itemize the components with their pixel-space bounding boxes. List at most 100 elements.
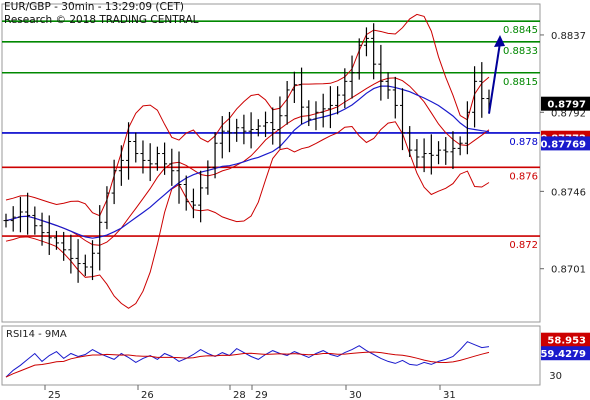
rsi-ma-tag-text: 58.953 xyxy=(547,336,586,347)
price-bar xyxy=(10,206,16,232)
rsi-value-tag-box xyxy=(541,346,590,361)
price-bar xyxy=(277,96,283,149)
x-tick-label: 31 xyxy=(443,390,456,400)
price-bar xyxy=(291,71,297,104)
price-bar xyxy=(154,146,160,171)
x-tick-label: 30 xyxy=(349,390,362,400)
level-label-resistance-0: 0.8845 xyxy=(503,25,538,36)
price-bar xyxy=(306,100,312,127)
level-label-support-5: 0.872 xyxy=(509,240,538,251)
price-bar xyxy=(313,101,319,131)
price-bar xyxy=(320,93,326,128)
price-bar xyxy=(90,240,96,281)
price-bar xyxy=(335,86,341,115)
price-bar xyxy=(198,170,204,223)
bollinger-upper-line xyxy=(5,13,490,217)
price-bar xyxy=(356,38,362,80)
price-bar xyxy=(479,62,485,118)
forecast-arrow-head xyxy=(494,34,505,47)
price-bar xyxy=(255,119,261,137)
x-tick-label: 25 xyxy=(48,390,61,400)
price-bar xyxy=(371,23,377,80)
x-tick-label: 29 xyxy=(255,390,268,400)
price-tag-box xyxy=(541,96,590,111)
price-bar xyxy=(263,111,269,138)
price-bar xyxy=(75,239,81,283)
rsi-line xyxy=(5,341,490,378)
price-bar xyxy=(133,132,139,163)
x-tick-label: 26 xyxy=(141,390,154,400)
chart-title: EUR/GBP - 30min - 13:29:09 (CET) xyxy=(4,1,184,13)
price-bar xyxy=(25,192,31,235)
bollinger-middle-line xyxy=(5,77,490,246)
price-bar xyxy=(436,141,442,165)
rsi-panel-label: RSI14 - 9MA xyxy=(6,329,67,340)
level-label-support-4: 0.876 xyxy=(509,171,538,182)
price-bar xyxy=(234,118,240,142)
price-bar xyxy=(421,138,427,173)
price-bar xyxy=(428,134,434,175)
rsi-tick-label: 30 xyxy=(549,371,562,382)
chart-subtitle: Research © 2018 TRADING CENTRAL xyxy=(4,14,199,26)
price-bar xyxy=(270,107,276,145)
level-label-resistance-1: 0.8833 xyxy=(503,46,538,57)
price-bar xyxy=(241,114,247,145)
price-bar xyxy=(450,131,456,170)
price-bar xyxy=(97,205,103,271)
ma-tag-box xyxy=(541,136,590,151)
rsi-value-tag-text: 59.4279 xyxy=(540,349,586,360)
price-bar xyxy=(457,136,463,156)
price-bar xyxy=(399,88,405,151)
price-bar xyxy=(68,234,74,274)
price-bar xyxy=(190,188,196,219)
price-bar xyxy=(327,86,333,129)
moving-average-line xyxy=(5,85,490,239)
price-bar xyxy=(342,68,348,109)
price-bar xyxy=(46,215,52,255)
price-bar xyxy=(212,132,218,179)
price-tag-text: 0.8797 xyxy=(547,100,586,111)
ma-tag-text: 0.87769 xyxy=(540,139,586,150)
price-bar xyxy=(349,55,355,99)
price-bar xyxy=(226,111,232,153)
price-bar xyxy=(299,67,305,125)
price-bar xyxy=(118,145,124,186)
price-bar xyxy=(378,44,384,101)
price-bar xyxy=(443,137,449,165)
price-bar xyxy=(82,254,88,276)
price-bar xyxy=(39,212,45,246)
price-bar xyxy=(32,206,38,235)
price-bar xyxy=(284,81,290,125)
price-bar xyxy=(61,231,67,261)
price-bar xyxy=(363,27,369,57)
price-bar xyxy=(464,101,470,155)
price-bar xyxy=(17,196,23,233)
price-bar xyxy=(147,143,153,182)
price-bar xyxy=(385,72,391,99)
price-bar xyxy=(392,76,398,119)
price-bar xyxy=(176,151,182,204)
level-label-pivot-3: 0.878 xyxy=(509,137,538,148)
forecast-arrow-line xyxy=(488,42,501,114)
price-bar xyxy=(3,213,9,228)
price-bar xyxy=(126,122,132,180)
y-tick-label: 0.8837 xyxy=(551,31,586,42)
x-tick-label: 28 xyxy=(233,390,246,400)
price-bar xyxy=(414,139,420,168)
price-bar xyxy=(248,112,254,149)
y-tick-label: 0.8746 xyxy=(551,187,586,198)
price-bar xyxy=(53,230,59,250)
rsi-ma-tag-box xyxy=(541,332,590,347)
rsi-ma-line xyxy=(5,351,490,378)
y-tick-label: 0.8792 xyxy=(551,108,586,119)
bollinger-lower-line xyxy=(5,121,490,309)
price-bar xyxy=(104,186,110,230)
price-bar xyxy=(140,140,146,174)
price-bar xyxy=(183,175,189,211)
level-label-resistance-2: 0.8815 xyxy=(503,77,538,88)
price-bar xyxy=(205,160,211,195)
price-bar xyxy=(169,148,175,186)
y-tick-label: 0.8701 xyxy=(551,265,586,276)
